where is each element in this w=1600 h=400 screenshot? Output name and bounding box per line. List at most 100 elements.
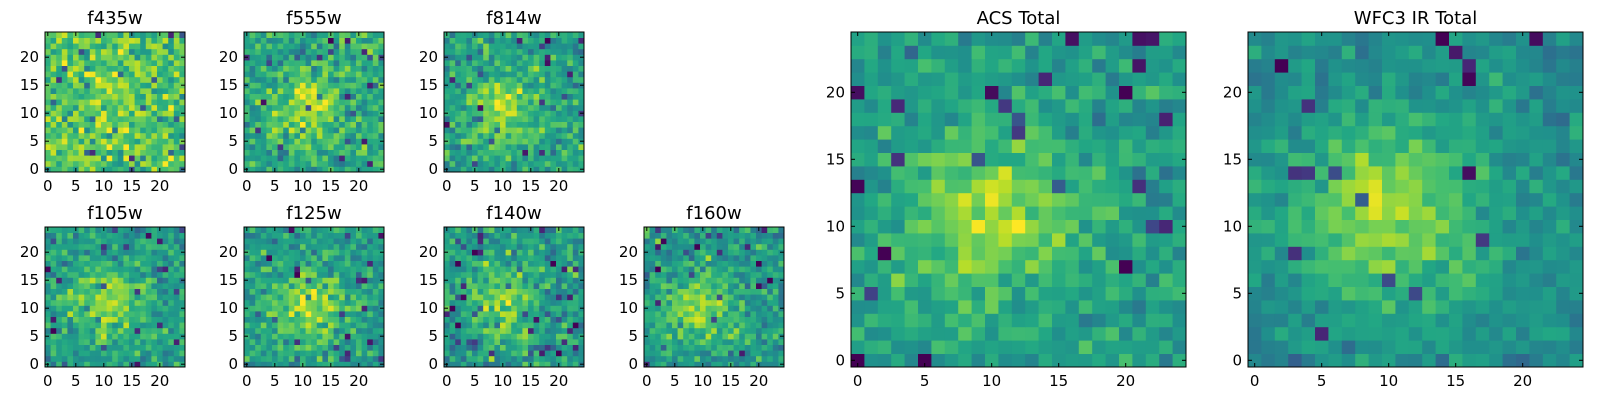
heatmap-cell	[260, 266, 267, 273]
heatmap-cell	[1159, 326, 1173, 341]
heatmap-cell	[572, 227, 579, 233]
heatmap-cell	[300, 132, 306, 139]
heatmap-cell	[140, 166, 147, 173]
heatmap-cell	[260, 277, 267, 284]
heatmap-cell	[117, 88, 124, 94]
heatmap-cell	[694, 266, 701, 273]
heatmap-cell	[73, 160, 79, 167]
heatmap-cell	[488, 294, 495, 301]
heatmap-cell	[1065, 353, 1080, 368]
x-tick-label: 20	[549, 177, 568, 195]
heatmap-cell	[1052, 259, 1066, 274]
heatmap-cell	[455, 138, 462, 145]
heatmap-cell	[316, 339, 323, 345]
heatmap-cell	[705, 333, 712, 340]
heatmap-cell	[666, 238, 673, 245]
heatmap-cell	[556, 121, 562, 128]
heatmap-cell	[168, 71, 175, 78]
heatmap-cell	[50, 255, 57, 261]
heatmap-cell	[322, 121, 329, 128]
heatmap-cell	[322, 144, 329, 150]
heatmap-cell	[372, 144, 379, 150]
heatmap-cell	[561, 43, 568, 50]
heatmap-cell	[904, 313, 919, 328]
heatmap-cell	[277, 243, 284, 250]
heatmap-cell	[533, 260, 540, 267]
heatmap-cell	[328, 333, 334, 340]
heatmap-cell	[129, 344, 135, 351]
heatmap-cell	[750, 249, 757, 256]
heatmap-cell	[716, 350, 723, 357]
heatmap-cell	[572, 110, 579, 117]
heatmap-cell	[344, 249, 351, 256]
heatmap-cell	[95, 60, 102, 66]
heatmap-cell	[511, 311, 518, 317]
heatmap-cell	[761, 311, 768, 317]
heatmap-cell	[300, 271, 306, 278]
heatmap-cell	[255, 249, 262, 256]
heatmap-cell	[300, 127, 306, 134]
heatmap-cell	[561, 99, 568, 106]
heatmap-cell	[460, 249, 467, 256]
heatmap-cell	[460, 227, 467, 233]
heatmap-cell	[101, 76, 107, 83]
heatmap-cell	[300, 54, 306, 61]
heatmap-cell	[89, 37, 96, 44]
heatmap-cell	[522, 82, 529, 89]
heatmap-cell	[339, 271, 346, 278]
heatmap-cell	[544, 71, 551, 78]
heatmap-cell	[316, 294, 323, 301]
heatmap-cell	[522, 160, 529, 167]
heatmap-cell	[466, 232, 473, 239]
heatmap-cell	[472, 160, 478, 167]
heatmap-cell	[168, 288, 175, 295]
heatmap-cell	[578, 271, 585, 278]
heatmap-cell	[67, 127, 74, 134]
heatmap-cell	[550, 127, 557, 134]
heatmap-cell	[311, 71, 318, 78]
heatmap-cell	[572, 339, 579, 345]
heatmap-cell	[244, 255, 250, 261]
heatmap-cell	[255, 144, 262, 150]
heatmap-cell	[89, 60, 96, 66]
heatmap-cell	[356, 121, 362, 128]
heatmap-cell	[50, 305, 57, 312]
heatmap-cell	[305, 266, 312, 273]
heatmap-cell	[1065, 313, 1080, 328]
heatmap-cell	[455, 350, 462, 357]
heatmap-cell	[361, 277, 368, 284]
heatmap-cell	[112, 238, 119, 245]
heatmap-cell	[56, 166, 63, 173]
heatmap-cell	[255, 255, 262, 261]
heatmap-cell	[106, 333, 113, 340]
heatmap-cell	[117, 316, 124, 323]
heatmap-cell	[339, 327, 346, 334]
heatmap-cell	[666, 305, 673, 312]
heatmap-cell	[904, 152, 919, 167]
heatmap-cell	[328, 160, 334, 167]
heatmap-cell	[61, 121, 68, 128]
heatmap-cell	[455, 283, 462, 289]
heatmap-cell	[522, 260, 529, 267]
heatmap-cell	[511, 132, 518, 139]
heatmap-cell	[56, 121, 63, 128]
heatmap-cell	[367, 99, 374, 106]
heatmap-cell	[1038, 233, 1053, 247]
heatmap-cell	[918, 300, 932, 314]
heatmap-cell	[73, 271, 79, 278]
heatmap-cell	[772, 238, 779, 245]
heatmap-cell	[283, 294, 290, 301]
heatmap-cell	[711, 322, 718, 329]
heatmap-cell	[561, 288, 568, 295]
heatmap-cell	[644, 271, 650, 278]
heatmap-cell	[179, 65, 186, 72]
heatmap-cell	[666, 249, 673, 256]
heatmap-cell	[249, 54, 256, 61]
heatmap-cell	[145, 88, 152, 94]
heatmap-cell	[528, 255, 534, 261]
heatmap-cell	[550, 271, 557, 278]
heatmap-cell	[67, 238, 74, 245]
heatmap-cell	[472, 294, 478, 301]
heatmap-cell	[522, 333, 529, 340]
heatmap-cell	[918, 192, 932, 207]
